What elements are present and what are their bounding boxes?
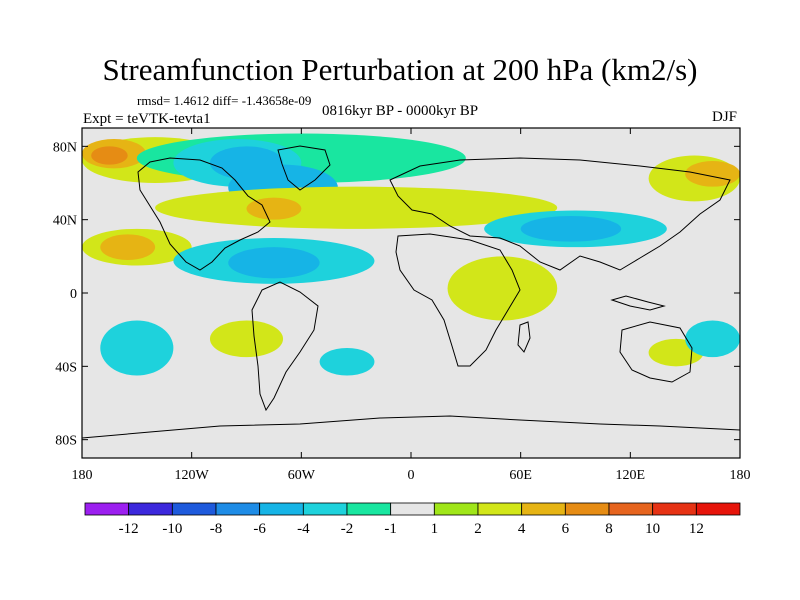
contour-fields <box>82 133 740 376</box>
colorbar-swatch-9 <box>477 502 523 516</box>
coastlines <box>82 145 740 439</box>
colorbar-label-9: 4 <box>518 521 526 537</box>
colorbar-swatch-3 <box>215 502 261 516</box>
colorbar-label-8: 2 <box>474 521 482 537</box>
x-tick-label-2: 60W <box>288 468 316 483</box>
map-background <box>82 128 740 458</box>
colorbar-swatch-0 <box>84 502 130 516</box>
season-label: DJF <box>712 109 738 125</box>
colorbar-label-5: -2 <box>341 521 354 537</box>
colorbar-label-4: -4 <box>297 521 310 537</box>
contour-region-14 <box>520 216 622 242</box>
y-tick-label-2: 0 <box>70 287 77 302</box>
colorbar-label-10: 6 <box>562 521 570 537</box>
colorbar-swatch-12 <box>608 502 654 516</box>
colorbar-label-2: -8 <box>210 521 223 537</box>
y-tick-label-3: 40S <box>55 360 77 375</box>
x-tick-label-0: 180 <box>72 468 93 483</box>
colorbar-label-0: -12 <box>119 521 139 537</box>
coast-africa <box>395 233 521 367</box>
colorbar-label-11: 8 <box>605 521 613 537</box>
coast-madagascar <box>517 321 531 353</box>
colorbar-swatch-4 <box>259 502 304 516</box>
contour-region-18 <box>100 320 174 376</box>
coast-eurasia <box>389 157 731 271</box>
y-tick-label-0: 80N <box>53 140 77 155</box>
y-tick-label-4: 80S <box>55 434 77 449</box>
contour-region-9 <box>155 186 558 229</box>
period-label: 0816kyr BP - 0000kyr BP <box>322 103 479 119</box>
coast-australia <box>619 321 693 383</box>
x-tick-label-4: 60E <box>509 468 532 483</box>
colorbar-swatch-1 <box>128 502 173 516</box>
experiment-label: Expt = teVTK-tevta1 <box>83 111 211 127</box>
colorbar-label-6: -1 <box>384 521 397 537</box>
stats-label: rmsd= 1.4612 diff= -1.43658e-09 <box>137 93 312 108</box>
coast-indonesia <box>610 295 666 311</box>
coast-antarctica <box>82 415 740 439</box>
contour-region-22 <box>685 320 740 358</box>
coast-south-america <box>251 281 319 412</box>
contour-region-15 <box>447 256 558 321</box>
contour-region-17 <box>685 161 740 187</box>
colorbar-swatch-6 <box>346 502 392 516</box>
contour-region-10 <box>246 197 302 220</box>
colorbar-swatch-14 <box>695 502 741 516</box>
contour-region-20 <box>319 348 375 376</box>
colorbar-swatch-10 <box>521 502 566 516</box>
colorbar-swatch-13 <box>652 502 697 516</box>
colorbar-swatch-2 <box>171 502 217 516</box>
x-tick-label-3: 0 <box>408 468 415 483</box>
x-tick-label-6: 180 <box>730 468 751 483</box>
colorbar-swatch-5 <box>302 502 348 516</box>
colorbar-swatch-7 <box>390 502 435 516</box>
contour-region-19 <box>209 320 284 358</box>
coast-greenland <box>277 145 331 191</box>
colorbar-label-3: -6 <box>253 521 266 537</box>
colorbar-swatch-8 <box>433 502 479 516</box>
x-tick-label-5: 120E <box>616 468 646 483</box>
colorbar-label-12: 10 <box>645 521 660 537</box>
y-tick-label-1: 40N <box>53 214 77 229</box>
coast-north-america <box>137 157 271 271</box>
colorbar-label-1: -10 <box>162 521 182 537</box>
chart-title: Streamfunction Perturbation at 200 hPa (… <box>102 52 698 87</box>
colorbar: -12 -10 -8 -6 -4 -2 -1 1 2 4 6 8 10 12 <box>84 502 741 537</box>
colorbar-swatch-11 <box>564 502 610 516</box>
contour-region-2 <box>91 146 128 165</box>
colorbar-label-7: 1 <box>431 521 439 537</box>
contour-region-8 <box>100 234 156 260</box>
axis-ticks: 180 120W 60W 0 60E 120E 180 80N 40N 0 40S 80S <box>53 128 751 483</box>
x-tick-label-1: 120W <box>175 468 210 483</box>
contour-region-12 <box>228 247 320 279</box>
colorbar-label-13: 12 <box>689 521 704 537</box>
